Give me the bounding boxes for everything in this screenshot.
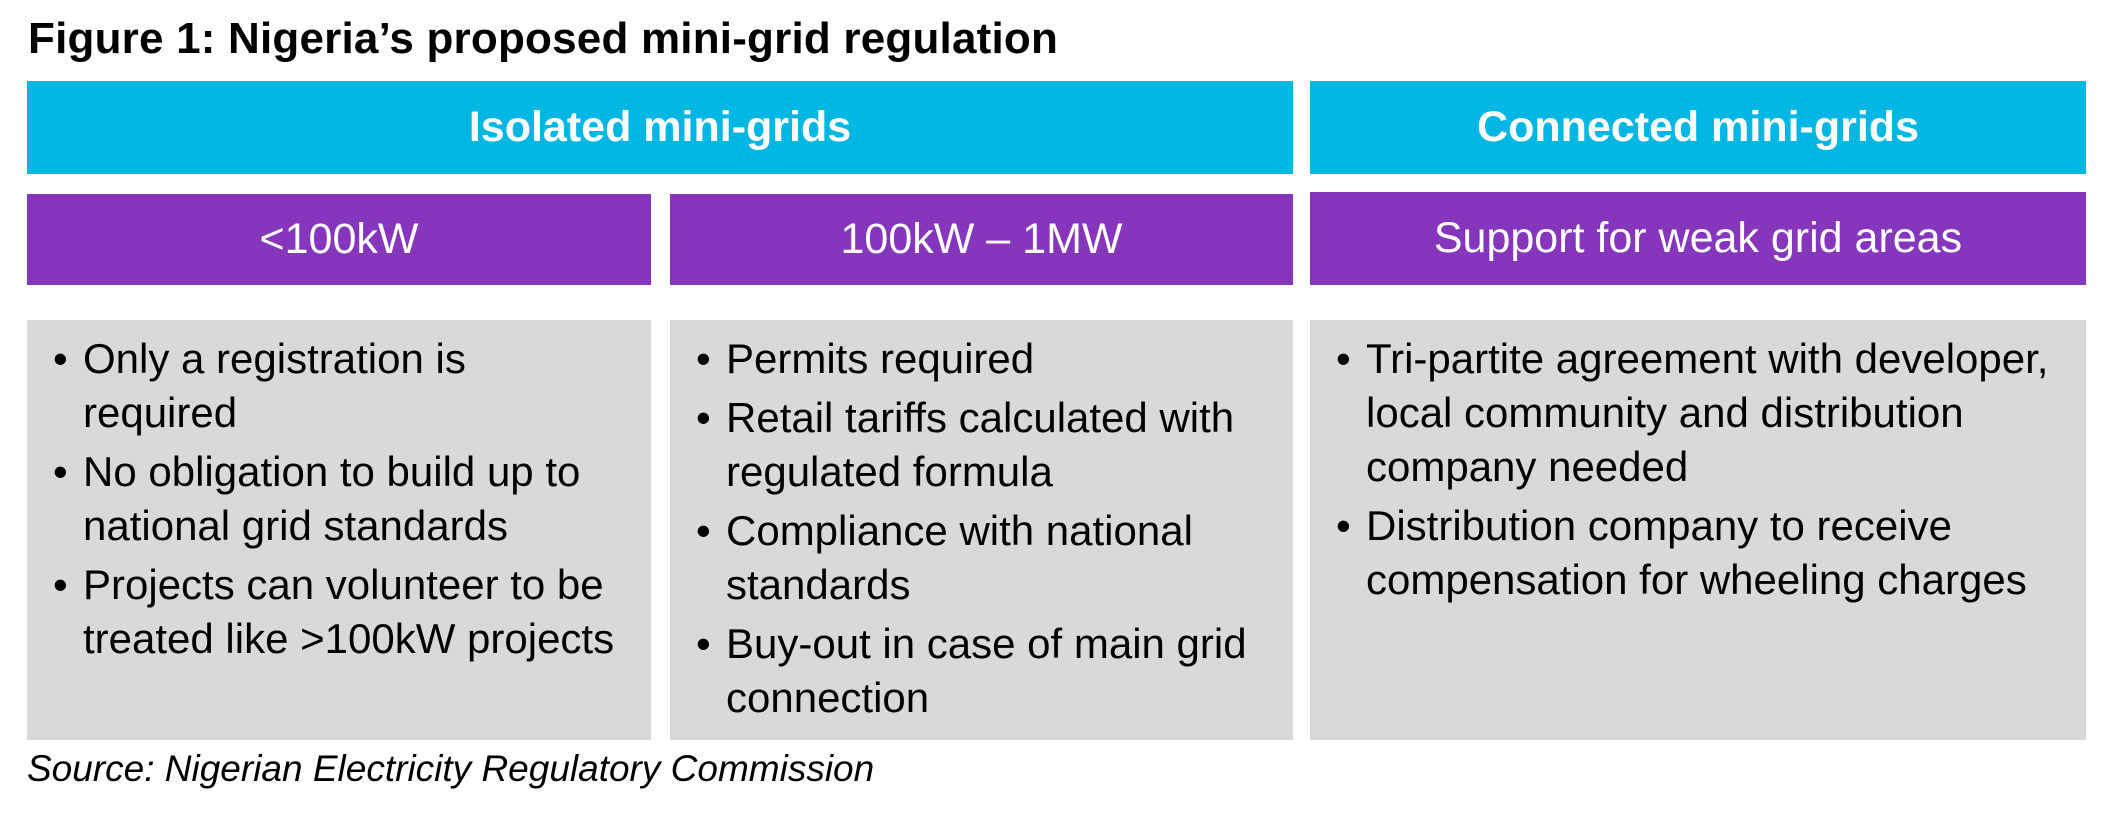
list-item: • Projects can volunteer to be treated l… bbox=[53, 558, 635, 666]
bullet: • bbox=[696, 507, 711, 554]
bullet: • bbox=[696, 335, 711, 382]
bullet: • bbox=[53, 335, 68, 382]
100kw-1mw-box: • Permits required • Retail tariffs calc… bbox=[670, 320, 1293, 740]
bullet: • bbox=[53, 561, 68, 608]
weak-grid-support-box: • Tri-partite agreement with developer, … bbox=[1310, 320, 2086, 740]
list-item: • Permits required bbox=[696, 332, 1277, 386]
under-100kw-header: <100kW bbox=[27, 194, 651, 285]
list-item: • Compliance with national standards bbox=[696, 504, 1277, 612]
100kw-1mw-header: 100kW – 1MW bbox=[670, 194, 1293, 285]
source-note: Source: Nigerian Electricity Regulatory … bbox=[27, 748, 875, 789]
list-item: • No obligation to build up to national … bbox=[53, 445, 635, 553]
list-item: • Retail tariffs calculated with regulat… bbox=[696, 391, 1277, 499]
bullet: • bbox=[1336, 502, 1351, 549]
weak-grid-support-header: Support for weak grid areas bbox=[1310, 192, 2086, 285]
list-item: • Distribution company to receive compen… bbox=[1336, 499, 2070, 607]
list-item: • Tri-partite agreement with developer, … bbox=[1336, 332, 2070, 494]
100kw-1mw-list: • Permits required • Retail tariffs calc… bbox=[696, 332, 1277, 725]
bullet: • bbox=[696, 394, 711, 441]
bullet: • bbox=[696, 620, 711, 667]
weak-grid-support-list: • Tri-partite agreement with developer, … bbox=[1336, 332, 2070, 607]
bullet: • bbox=[53, 448, 68, 495]
under-100kw-list: • Only a registration is required • No o… bbox=[53, 332, 635, 666]
figure-title: Figure 1: Nigeria’s proposed mini-grid r… bbox=[28, 14, 1059, 63]
isolated-mini-grids-header: Isolated mini-grids bbox=[27, 81, 1293, 174]
bullet: • bbox=[1336, 335, 1351, 382]
under-100kw-box: • Only a registration is required • No o… bbox=[27, 320, 651, 740]
list-item: • Buy-out in case of main grid connectio… bbox=[696, 617, 1277, 725]
list-item: • Only a registration is required bbox=[53, 332, 635, 440]
connected-mini-grids-header: Connected mini-grids bbox=[1310, 81, 2086, 174]
